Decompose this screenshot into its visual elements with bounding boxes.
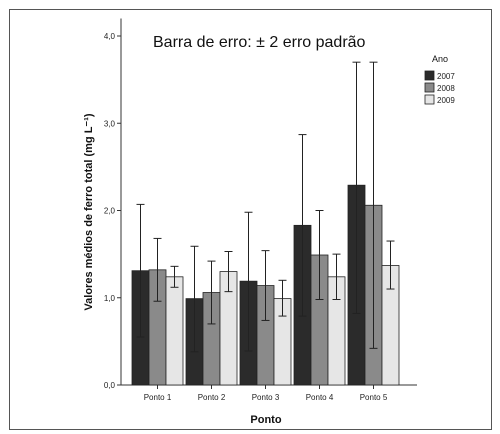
legend: 2007 2008 2009 (424, 70, 455, 105)
legend-swatch-2007 (424, 70, 435, 81)
x-tick-label: Ponto 5 (360, 393, 388, 402)
legend-label-2007: 2007 (437, 72, 455, 81)
y-axis-label: Valores médios de ferro total (mg L⁻¹) (83, 113, 95, 310)
legend-swatch-2009 (424, 94, 435, 105)
legend-label-2009: 2009 (437, 96, 455, 105)
y-tick-label: 3,0 (104, 119, 116, 128)
y-tick-label: 4,0 (104, 32, 116, 41)
x-tick-label: Ponto 2 (198, 393, 226, 402)
x-tick-label: Ponto 1 (144, 393, 172, 402)
chart-title: Barra de erro: ± 2 erro padrão (153, 34, 366, 51)
y-tick-label: 1,0 (104, 294, 116, 303)
x-axis-label: Ponto (250, 414, 281, 426)
legend-swatch-2008 (424, 82, 435, 93)
x-tick-label: Ponto 3 (252, 393, 280, 402)
plot-area: 0,0 1,0 2,0 3,0 4,0 Ponto 1 Ponto 2 Ponto 3 Pont… (104, 18, 417, 402)
x-tick-label: Ponto 4 (306, 393, 334, 402)
bar-2009 (165, 276, 184, 386)
y-tick-label: 0,0 (104, 381, 116, 390)
legend-label-2008: 2008 (437, 84, 455, 93)
legend-title: Ano (432, 54, 448, 64)
y-tick-label: 2,0 (104, 207, 116, 216)
